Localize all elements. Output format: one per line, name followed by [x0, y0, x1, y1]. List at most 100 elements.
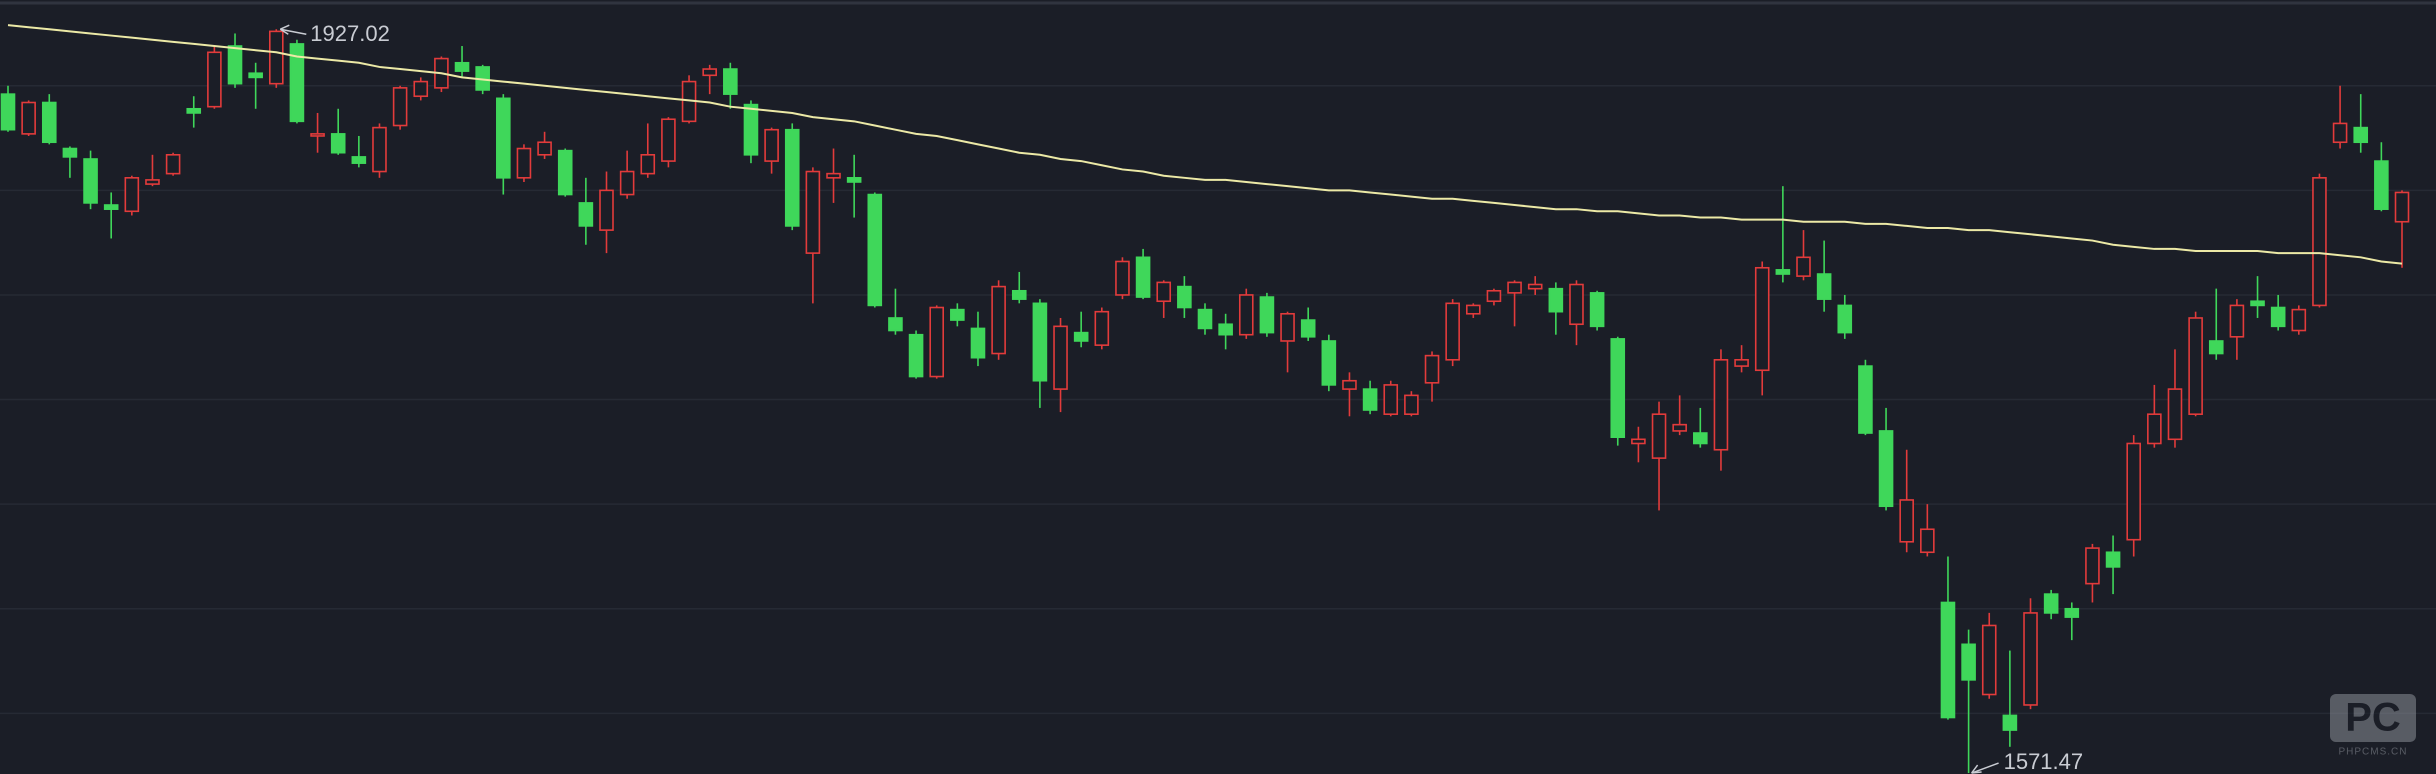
watermark: PC PHPCMS.CN: [2330, 694, 2416, 758]
candle-body: [289, 43, 305, 123]
candle-body: [2167, 388, 2183, 441]
candle-body: [351, 156, 367, 164]
candle-body: [599, 189, 614, 231]
candle-body: [1548, 287, 1564, 313]
candle-body: [2126, 442, 2142, 541]
candle-body: [2085, 547, 2100, 585]
candle-body: [743, 103, 759, 156]
candle-body: [1032, 302, 1048, 382]
candle-body: [950, 308, 965, 321]
candle-body: [1156, 281, 1172, 303]
candle-body: [454, 61, 470, 72]
candle-body: [784, 128, 800, 227]
candle-body: [1961, 643, 1976, 681]
candle-body: [888, 317, 903, 332]
candle-body: [62, 147, 78, 158]
candle-body: [1073, 331, 1089, 342]
candle-body: [1321, 340, 1337, 386]
candle-body: [1693, 432, 1708, 445]
candle-body: [227, 45, 243, 85]
candle-body: [1651, 413, 1667, 459]
candle-body: [1569, 283, 1584, 326]
candle-body: [145, 179, 160, 185]
candle-body: [557, 149, 573, 196]
candle-body: [1920, 528, 1935, 554]
candle-body: [2353, 126, 2369, 144]
candle-body: [1238, 294, 1254, 336]
candle-body: [2312, 177, 2327, 307]
candle-body: [2229, 304, 2245, 338]
candle-body: [2374, 160, 2389, 210]
candle-body: [1362, 388, 1378, 411]
candle-body: [2064, 607, 2080, 618]
candle-body: [372, 126, 387, 173]
candle-body: [1775, 269, 1791, 275]
candle-body: [2023, 612, 2038, 706]
candle-body: [537, 141, 552, 156]
candle-body: [1280, 312, 1295, 342]
candle-body: [1940, 601, 1956, 719]
candle-body: [640, 154, 656, 175]
candle-body: [1383, 384, 1399, 415]
candle-body: [1135, 256, 1151, 298]
candle-body: [2332, 122, 2348, 144]
candle-body: [1177, 285, 1192, 309]
candle-body: [2208, 340, 2224, 355]
candle-body: [805, 170, 821, 254]
watermark-logo: PC: [2345, 696, 2401, 740]
candle-body: [1858, 365, 1873, 434]
candle-body: [1486, 289, 1502, 303]
candle-body: [516, 147, 532, 179]
watermark-text: PHPCMS.CN: [2338, 747, 2407, 758]
candle-body: [1899, 499, 1914, 543]
candle-body: [1115, 260, 1130, 296]
candle-body: [1878, 430, 1894, 508]
annotation-arrow: [280, 28, 307, 35]
candle-body: [826, 172, 841, 179]
candle-body: [1218, 323, 1233, 336]
candle-body: [723, 68, 738, 95]
ma-line: [7, 24, 2403, 265]
candle-body: [83, 158, 98, 204]
candle-body: [2250, 300, 2265, 307]
candle-body: [2291, 308, 2307, 332]
candle-body: [2270, 306, 2286, 328]
candle-body: [970, 327, 986, 359]
candle-body: [1981, 624, 1997, 696]
candle-body: [661, 118, 676, 162]
candle-body: [1011, 289, 1027, 300]
candle-body: [1610, 338, 1626, 439]
candle-body: [165, 154, 181, 175]
candle-body: [929, 306, 945, 378]
candle-body: [1259, 296, 1275, 334]
candle-body: [124, 177, 140, 213]
candle-body: [1465, 304, 1481, 315]
candle-body: [0, 93, 16, 131]
candle-body: [1507, 281, 1522, 294]
candle-body: [1053, 325, 1068, 390]
candle-body: [1816, 273, 1832, 300]
high-label: 1927.02: [310, 21, 390, 46]
candle-body: [2188, 317, 2203, 415]
candle-body: [1197, 308, 1213, 330]
candle-body: [268, 30, 284, 85]
candle-body: [2394, 191, 2410, 223]
candle-body: [1734, 359, 1749, 367]
candle-body: [1837, 304, 1853, 334]
candle-body: [1754, 266, 1770, 372]
candle-body: [21, 101, 36, 135]
candle-body: [867, 193, 883, 307]
candle-body: [702, 68, 717, 77]
annotation-arrowhead: [1971, 764, 1982, 774]
candle-body: [1094, 310, 1110, 346]
candle-body: [2147, 413, 2162, 445]
candle-body: [1631, 438, 1646, 445]
candle-body: [2105, 551, 2121, 568]
annotation-arrowhead: [279, 24, 290, 35]
candle-body: [619, 170, 635, 196]
candle-body: [41, 101, 57, 144]
annotation-arrow: [1971, 762, 1999, 774]
candle-body: [1424, 354, 1440, 384]
candle-body: [392, 87, 408, 127]
